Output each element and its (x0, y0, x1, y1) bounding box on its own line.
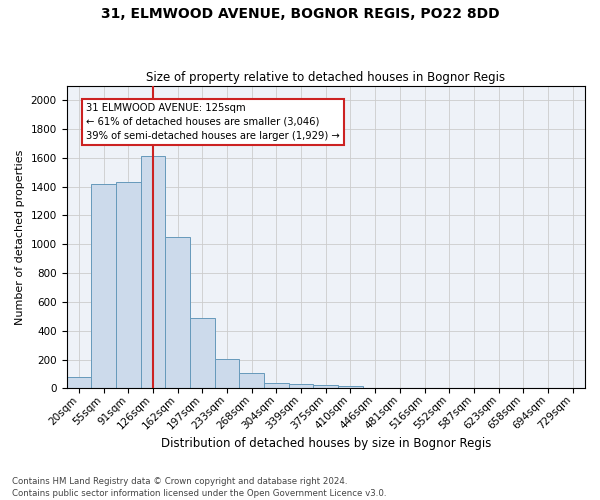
Bar (67, 377, 91, 388)
Bar (264, 382, 289, 388)
Bar (215, 359, 239, 388)
Bar (140, 156, 165, 388)
Bar (190, 318, 215, 388)
Text: 31, ELMWOOD AVENUE, BOGNOR REGIS, PO22 8DD: 31, ELMWOOD AVENUE, BOGNOR REGIS, PO22 8… (101, 8, 499, 22)
Bar (239, 373, 264, 388)
Bar (313, 385, 338, 388)
Bar (91, 184, 116, 388)
Bar (338, 386, 363, 388)
Bar (116, 182, 140, 388)
Y-axis label: Number of detached properties: Number of detached properties (15, 150, 25, 324)
Title: Size of property relative to detached houses in Bognor Regis: Size of property relative to detached ho… (146, 72, 505, 85)
Bar (165, 237, 190, 388)
Text: 31 ELMWOOD AVENUE: 125sqm
← 61% of detached houses are smaller (3,046)
39% of se: 31 ELMWOOD AVENUE: 125sqm ← 61% of detac… (86, 103, 340, 141)
X-axis label: Distribution of detached houses by size in Bognor Regis: Distribution of detached houses by size … (161, 437, 491, 450)
Bar (289, 384, 313, 388)
Text: Contains HM Land Registry data © Crown copyright and database right 2024.
Contai: Contains HM Land Registry data © Crown c… (12, 476, 386, 498)
